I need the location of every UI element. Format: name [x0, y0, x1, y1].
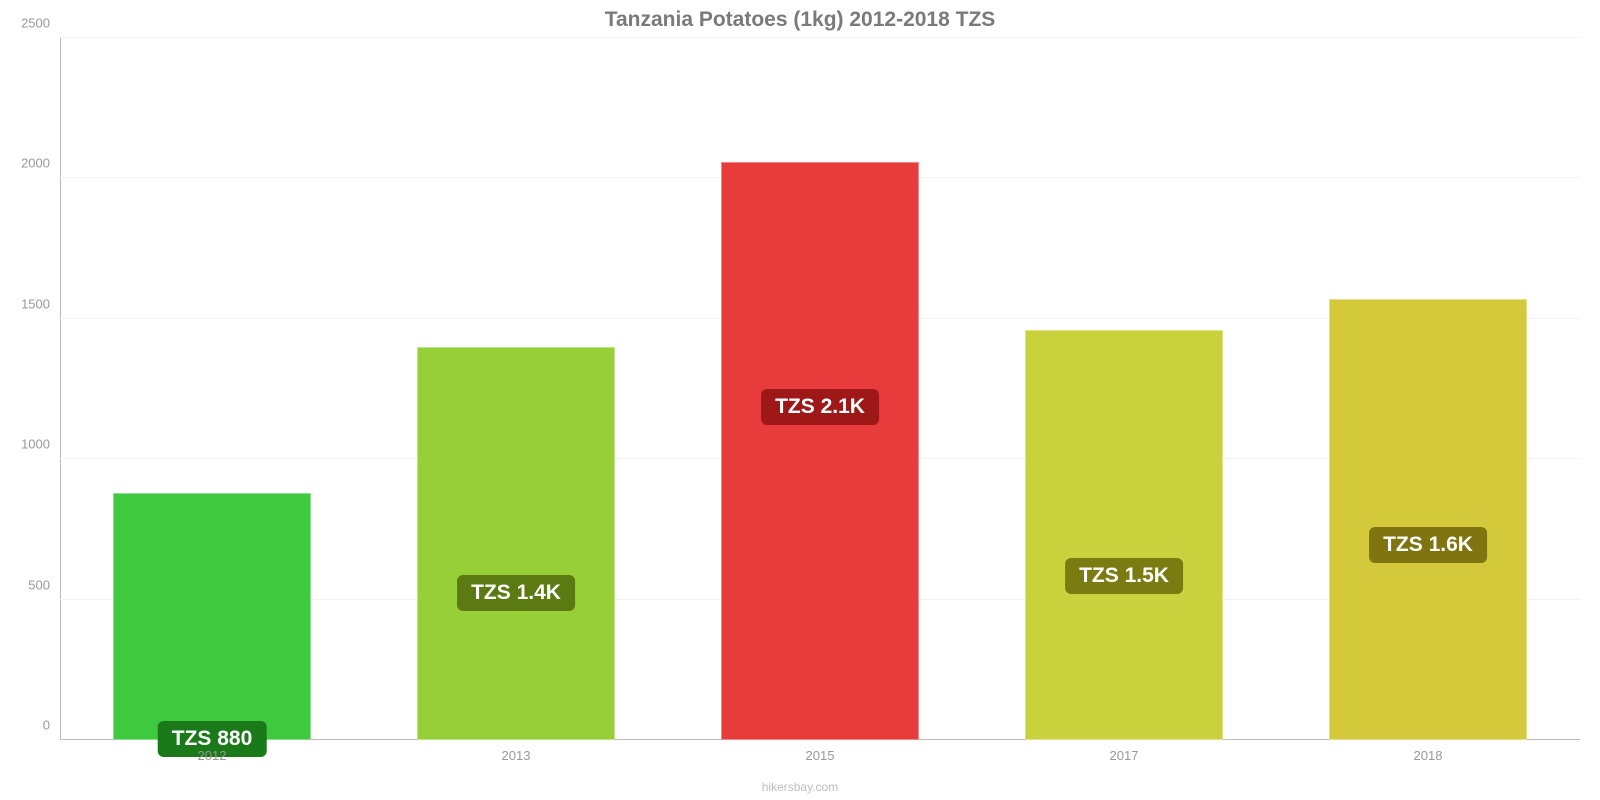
bar	[721, 162, 919, 740]
bar	[1025, 330, 1223, 740]
x-tick-label: 2013	[502, 740, 531, 763]
y-tick-label: 1500	[21, 296, 60, 311]
x-tick-label: 2018	[1414, 740, 1443, 763]
plot-area: 05001000150020002500TZS 8802012TZS 1.4K2…	[60, 38, 1580, 740]
y-tick-label: 2000	[21, 156, 60, 171]
bar	[1329, 299, 1527, 740]
bar	[417, 347, 615, 740]
bar-chart: Tanzania Potatoes (1kg) 2012-2018 TZS 05…	[0, 0, 1600, 800]
bar-value-badge: TZS 1.6K	[1369, 527, 1487, 563]
x-tick-label: 2015	[806, 740, 835, 763]
x-tick-label: 2017	[1110, 740, 1139, 763]
attribution: hikersbay.com	[0, 780, 1600, 794]
bar-value-badge: TZS 2.1K	[761, 389, 879, 425]
bar	[113, 493, 311, 740]
y-tick-label: 500	[28, 577, 60, 592]
grid-line	[60, 37, 1580, 38]
bar-value-badge: TZS 1.4K	[457, 575, 575, 611]
x-tick-label: 2012	[198, 740, 227, 763]
bar-value-badge: TZS 1.5K	[1065, 558, 1183, 594]
y-tick-label: 0	[43, 718, 60, 733]
y-tick-label: 2500	[21, 16, 60, 31]
y-tick-label: 1000	[21, 437, 60, 452]
chart-title: Tanzania Potatoes (1kg) 2012-2018 TZS	[0, 8, 1600, 32]
y-axis-line	[60, 38, 61, 740]
